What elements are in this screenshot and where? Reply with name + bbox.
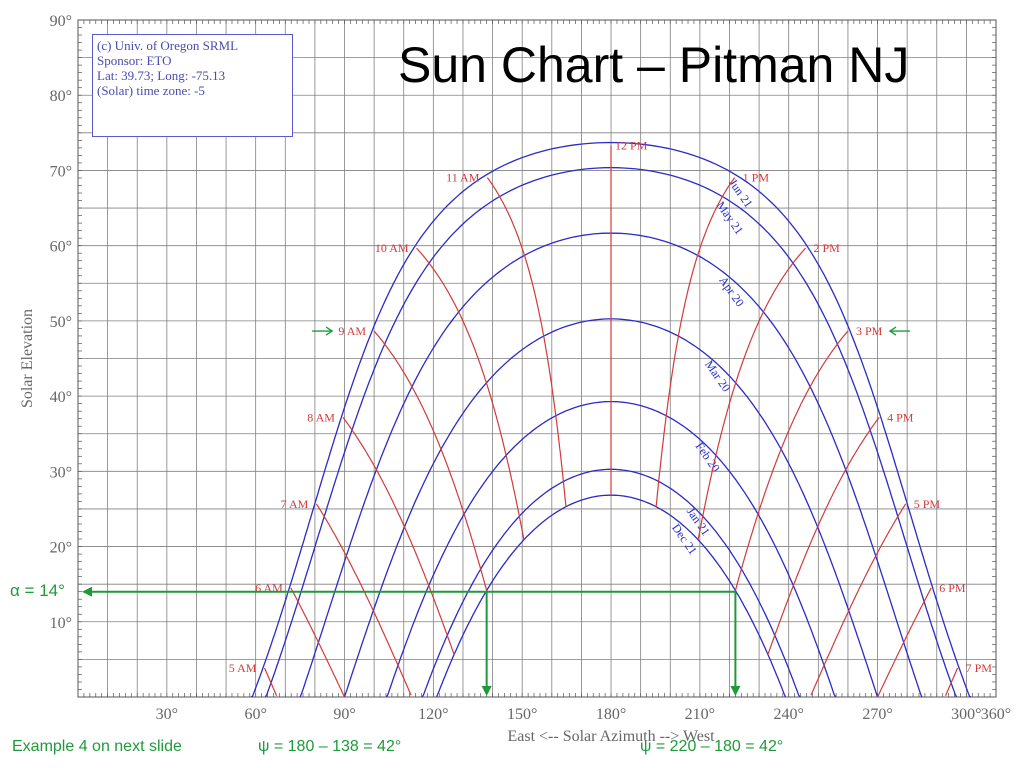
hour-curve: [290, 587, 345, 697]
hour-curve-label: 5 PM: [914, 497, 941, 511]
date-curve-label: Apr 20: [716, 274, 747, 310]
hour-curve: [342, 417, 455, 655]
date-curve: [250, 141, 972, 698]
hour-curve-label: 7 AM: [281, 497, 309, 511]
hour-curve-label: 7 PM: [966, 661, 993, 675]
y-tick-label: 60°: [50, 239, 72, 256]
x-tick-label: 210°: [685, 706, 715, 723]
y-tick-label: 10°: [50, 615, 72, 632]
hour-curve: [263, 667, 278, 696]
psi-right-annotation: ψ = 220 – 180 = 42°: [640, 738, 784, 755]
hour-curve: [944, 667, 959, 696]
y-tick-label: 70°: [50, 163, 72, 180]
x-tick-label: 270°: [862, 706, 892, 723]
azimuth-marker-arrowhead: [481, 686, 492, 696]
y-tick-label: 20°: [50, 540, 72, 557]
hour-arrow-head: [325, 326, 334, 336]
x-tick-label: 120°: [418, 706, 448, 723]
page-title: Sun Chart – Pitman NJ: [398, 37, 910, 93]
hour-curve-label: 4 PM: [887, 410, 914, 424]
x-tick-label: 90°: [333, 706, 355, 723]
hour-curve: [373, 330, 488, 591]
hour-curve: [697, 247, 806, 540]
y-axis-label: Solar Elevation: [19, 309, 36, 408]
y-tick-label: 90°: [50, 13, 72, 30]
hour-curve: [877, 587, 932, 697]
y-tick-label: 50°: [50, 314, 72, 331]
x-tick-label: 30°: [156, 706, 178, 723]
hour-curve: [486, 177, 567, 507]
hour-curve: [416, 247, 525, 540]
alpha-annotation: α = 14°: [10, 581, 65, 600]
hour-curve: [655, 177, 736, 507]
elevation-marker-arrowhead: [82, 586, 92, 597]
hour-curve-label: 12 PM: [615, 138, 648, 152]
y-tick-label: 80°: [50, 88, 72, 105]
hour-curve: [810, 503, 907, 696]
y-tick-label: 30°: [50, 464, 72, 481]
x-tick-label: 60°: [244, 706, 266, 723]
hour-curve-label: 5 AM: [229, 661, 257, 675]
info-box: (c) Univ. of Oregon SRML Sponsor: ETO La…: [92, 34, 293, 137]
y-tick-label: 40°: [50, 389, 72, 406]
x-axis-label: East <-- Solar Azimuth --> West: [507, 728, 715, 745]
x-tick-label: 360°: [981, 706, 1011, 723]
hour-curve-label: 2 PM: [813, 241, 840, 255]
hour-curve-label: 6 AM: [255, 581, 283, 595]
hour-curve-label: 6 PM: [939, 581, 966, 595]
hour-curve-label: 1 PM: [743, 171, 770, 185]
hour-curve: [767, 417, 880, 655]
example-note: Example 4 on next slide: [12, 738, 182, 755]
x-tick-label: 300°: [951, 706, 981, 723]
azimuth-marker-arrowhead: [730, 686, 741, 696]
info-line-sponsor: Sponsor: ETO: [97, 53, 172, 68]
hour-curve: [315, 503, 412, 696]
x-tick-label: 180°: [596, 706, 626, 723]
hour-curve-label: 10 AM: [375, 241, 409, 255]
info-line-timezone: (Solar) time zone: -5: [97, 83, 205, 98]
psi-left-annotation: ψ = 180 – 138 = 42°: [258, 738, 402, 755]
info-line-location: Lat: 39.73; Long: -75.13: [97, 68, 226, 83]
x-tick-label: 240°: [774, 706, 804, 723]
hour-arrow-head: [888, 326, 897, 336]
x-tick-label: 150°: [507, 706, 537, 723]
info-line-credit: (c) Univ. of Oregon SRML: [97, 38, 239, 53]
hour-curve-label: 3 PM: [856, 324, 883, 338]
hour-curve-label: 8 AM: [307, 410, 335, 424]
hour-curve: [734, 330, 849, 591]
hour-curve-label: 11 AM: [446, 171, 480, 185]
hour-curve-label: 9 AM: [338, 324, 366, 338]
